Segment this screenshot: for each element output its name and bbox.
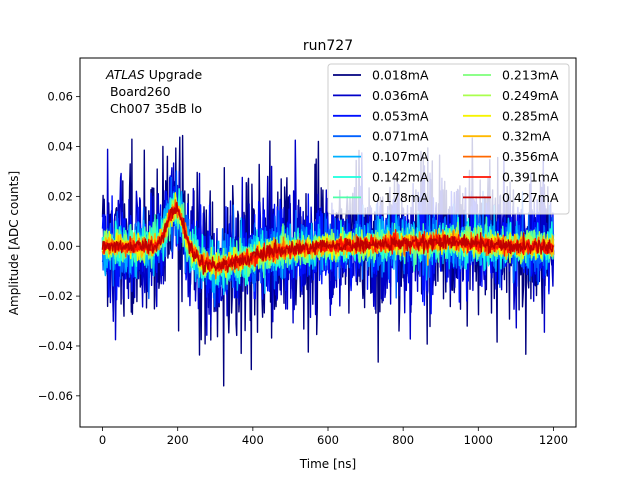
y-tick-label: 0.02 [47,189,73,203]
annotation-line-3: Ch007 35dB lo [106,101,202,116]
legend-label-8: 0.249mA [502,88,559,103]
y-tick-label: 0.00 [47,239,73,253]
x-tick-label: 800 [392,433,414,447]
series-line-13 [101,201,555,275]
annotation-upgrade: Upgrade [145,67,203,82]
legend-label-12: 0.391mA [502,170,559,185]
legend-label-2: 0.053mA [372,108,429,123]
legend-label-4: 0.107mA [372,149,429,164]
legend-box [327,63,570,215]
legend-label-3: 0.071mA [372,129,429,144]
axes-layer: 0 200 400 600 800 1000 1200 −0.06 −0.04 −0.02 0.00… [38,90,568,447]
legend-label-11: 0.356mA [502,149,559,164]
y-tick-label: −0.02 [38,289,73,303]
x-tick-label: 1200 [539,433,568,447]
x-tick-label: 200 [167,433,189,447]
legend-label-9: 0.285mA [502,108,559,123]
legend-label-1: 0.036mA [372,88,429,103]
atlas-annotation: ATLAS Upgrade Board260 Ch007 35dB lo [105,67,202,116]
annotation-italic: ATLAS [105,67,145,82]
x-axis-label: Time [ns] [299,457,356,471]
series-layer [101,134,555,387]
chart-title: run727 [303,38,353,54]
legend-label-7: 0.213mA [502,68,559,83]
y-tick-label: 0.06 [47,90,73,104]
annotation-line-2: Board260 [106,84,171,99]
legend-label-10: 0.32mA [502,129,551,144]
y-axis-label: Amplitude [ADC counts] [7,171,21,315]
legend-label-6: 0.178mA [372,190,429,205]
legend-label-0: 0.018mA [372,68,429,83]
x-tick-label: 1000 [464,433,493,447]
legend-label-13: 0.427mA [502,190,559,205]
y-tick-label: 0.04 [47,140,73,154]
annotation-line-1: ATLAS Upgrade [105,67,202,82]
x-tick-label: 400 [242,433,264,447]
y-tick-label: −0.04 [38,339,73,353]
x-tick-label: 0 [99,433,106,447]
legend-label-5: 0.142mA [372,170,429,185]
y-tick-label: −0.06 [38,389,73,403]
legend: 0.018mA 0.036mA 0.053mA 0.071mA 0.107mA 0.142… [327,63,570,215]
x-tick-label: 600 [317,433,339,447]
